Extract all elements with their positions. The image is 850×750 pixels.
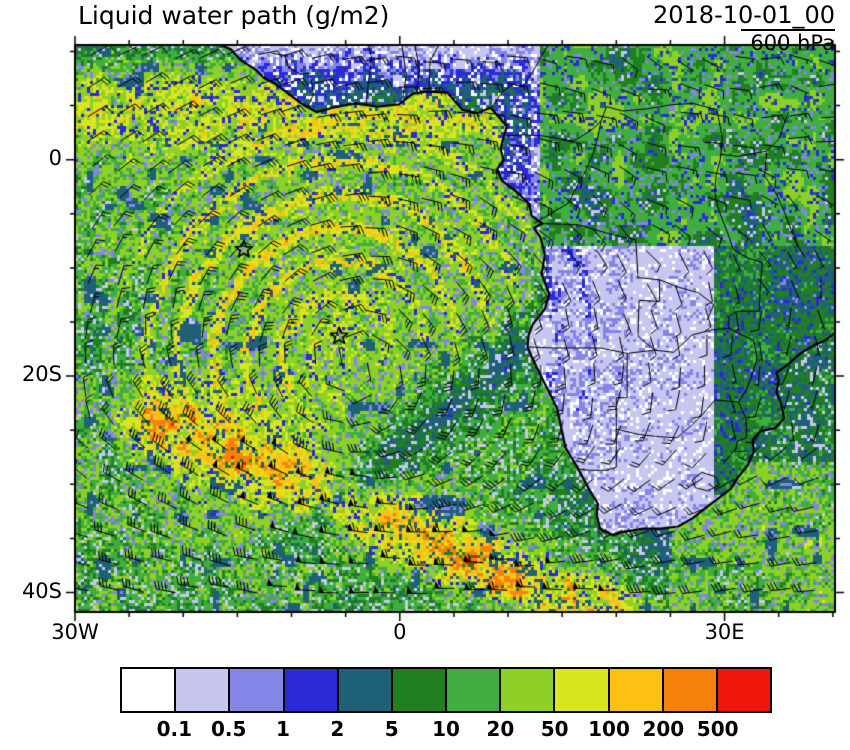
colorbar-cell [390, 667, 448, 713]
colorbar-tick-label: 500 [696, 717, 739, 741]
colorbar-cell [336, 667, 393, 713]
colorbar [120, 667, 773, 713]
colorbar-cell [499, 667, 556, 713]
plot-datetime: 2018-10-01_00 [652, 1, 835, 29]
y-axis-label: 20S [21, 362, 62, 387]
plot-title: Liquid water path (g/m2) [78, 1, 390, 30]
pressure-level-label: 600 hPa [750, 31, 835, 55]
colorbar-cell [661, 667, 718, 713]
x-axis-label: 30W [51, 620, 99, 644]
colorbar-cell [120, 667, 177, 713]
colorbar-tick-label: 0.1 [156, 717, 193, 741]
colorbar-cell [282, 667, 339, 713]
colorbar-tick-label: 20 [486, 717, 515, 741]
level-overline [741, 29, 835, 31]
colorbar-tick-label: 5 [384, 717, 399, 741]
colorbar-tick-label: 100 [588, 717, 630, 741]
colorbar-cell [553, 667, 610, 713]
colorbar-cell [607, 667, 664, 713]
colorbar-tick-label: 1 [276, 717, 290, 741]
colorbar-tick-label: 10 [432, 717, 460, 741]
colorbar-tick-label: 200 [642, 717, 685, 741]
x-axis-label: 30E [704, 620, 745, 644]
x-axis-label: 0 [393, 620, 407, 644]
colorbar-tick-label: 2 [330, 717, 345, 741]
colorbar-cell [445, 667, 502, 713]
colorbar-cell [228, 667, 285, 713]
colorbar-tick-label: 0.5 [210, 717, 247, 741]
colorbar-cell [174, 667, 231, 713]
colorbar-cell [715, 667, 773, 713]
colorbar-tick-label: 50 [540, 717, 569, 741]
y-axis-label: 0 [48, 145, 62, 170]
y-axis-label: 40S [21, 578, 62, 603]
